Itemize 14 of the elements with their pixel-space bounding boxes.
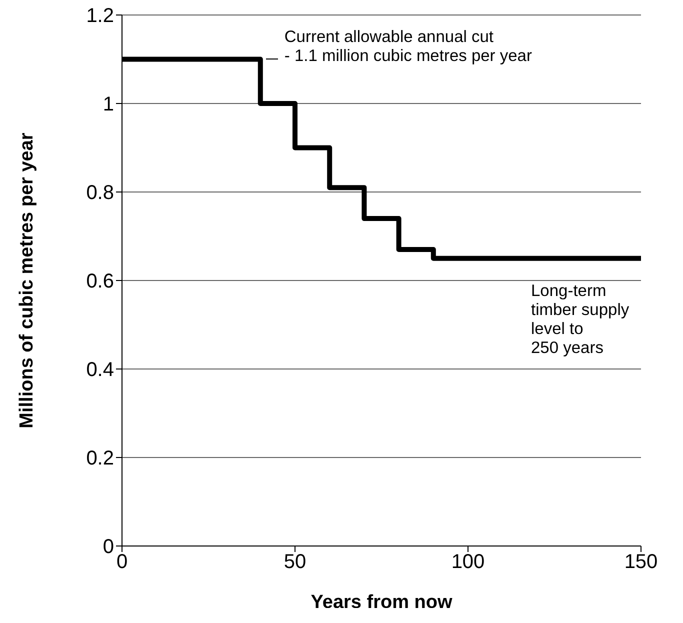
x-tick-label: 150 bbox=[624, 551, 658, 574]
y-axis-title: Millions of cubic metres per year bbox=[16, 132, 38, 428]
annotation: Long-term timber supply level to 250 years bbox=[531, 282, 630, 358]
y-tick-label: 0 bbox=[102, 536, 114, 558]
x-tick-label: 100 bbox=[451, 551, 485, 574]
x-tick-label: 50 bbox=[284, 551, 306, 574]
y-tick-label: 0.8 bbox=[86, 182, 114, 204]
x-axis-title: Years from now bbox=[310, 592, 452, 613]
y-tick-label: 0.2 bbox=[86, 448, 114, 470]
annotation: Current allowable annual cut - 1.1 million cubic metres per year bbox=[284, 28, 532, 66]
y-tick-label: 1 bbox=[102, 94, 114, 116]
y-tick-label: 0.4 bbox=[86, 359, 114, 382]
y-tick-label: 1.2 bbox=[86, 5, 114, 28]
y-tick-label: 0.6 bbox=[86, 270, 114, 293]
